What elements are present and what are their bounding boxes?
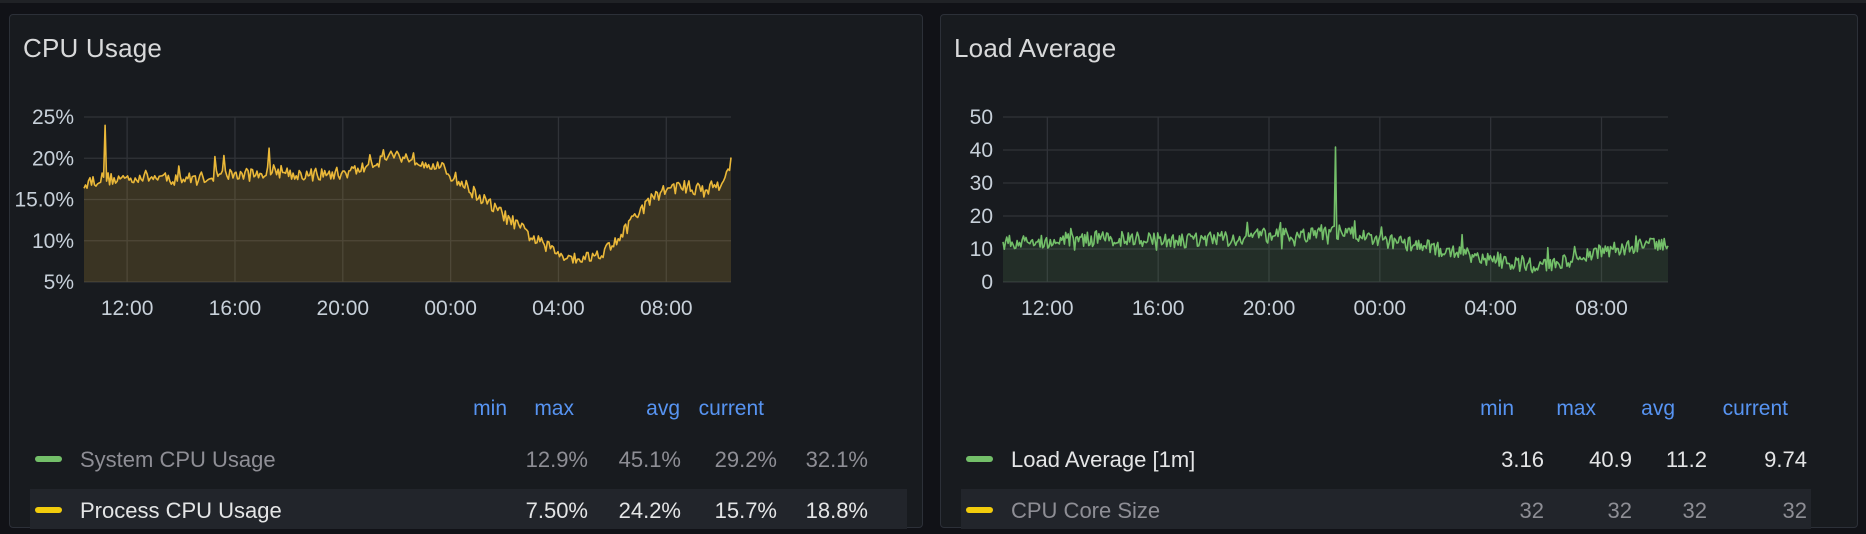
legend-avg: 15.7% xyxy=(714,498,777,523)
y-tick-label: 25% xyxy=(32,106,74,129)
legend-min: 3.16 xyxy=(1501,447,1544,472)
load-average-chart: 50 40 30 20 10 0 12:00 16:00 20:00 00:00 04:00 08:0… xyxy=(970,106,1669,320)
cpu-legend: min max avg current System CPU Usage 12.… xyxy=(10,385,922,529)
load-average-panel: Load Average 50 40 30 20 10 0 12:00 16:00 20:00 0… xyxy=(940,14,1858,529)
y-tick-label: 10% xyxy=(32,230,74,253)
x-tick-label: 08:00 xyxy=(1575,297,1628,320)
x-tick-label: 16:00 xyxy=(1132,297,1185,320)
x-tick-label: 12:00 xyxy=(1021,297,1074,320)
y-tick-label: 40 xyxy=(970,139,993,162)
legend-series-name: Process CPU Usage xyxy=(80,498,282,523)
legend-current: 18.8% xyxy=(805,498,868,523)
x-tick-label: 20:00 xyxy=(1243,297,1296,320)
x-tick-label: 20:00 xyxy=(317,297,370,320)
y-tick-label: 0 xyxy=(981,271,993,294)
panel-title[interactable]: CPU Usage xyxy=(23,33,163,63)
x-tick-label: 00:00 xyxy=(424,297,477,320)
load-legend: min max avg current Load Average [1m] 3.… xyxy=(941,385,1857,529)
x-tick-label: 04:00 xyxy=(532,297,585,320)
legend-series-name: System CPU Usage xyxy=(80,447,276,472)
series-area-fill xyxy=(84,125,731,282)
series-color-swatch xyxy=(35,456,62,462)
legend-header-min[interactable]: min xyxy=(473,397,507,420)
legend-min: 7.50% xyxy=(525,498,588,523)
series-line xyxy=(83,124,732,264)
legend-min: 32 xyxy=(1519,498,1544,523)
series-color-swatch xyxy=(35,507,62,513)
legend-max: 32 xyxy=(1607,498,1632,523)
x-tick-label: 12:00 xyxy=(101,297,154,320)
legend-current: 32 xyxy=(1782,498,1807,523)
panel-title[interactable]: Load Average xyxy=(954,33,1117,63)
legend-avg: 32 xyxy=(1682,498,1707,523)
legend-avg: 11.2 xyxy=(1665,447,1707,472)
cpu-usage-panel: CPU Usage 25% 20% 15.0% 10% 5% 12:00 16:00 20:0… xyxy=(9,14,923,529)
legend-header-max[interactable]: max xyxy=(1556,397,1596,420)
legend-header-max[interactable]: max xyxy=(534,397,574,420)
series-area-fill xyxy=(1003,147,1668,282)
legend-header-min[interactable]: min xyxy=(1480,397,1514,420)
legend-current: 9.74 xyxy=(1764,447,1807,472)
y-tick-label: 5% xyxy=(44,271,74,294)
series-color-swatch xyxy=(966,507,993,513)
legend-header-avg[interactable]: avg xyxy=(1641,397,1675,420)
legend-header-current[interactable]: current xyxy=(1722,397,1788,420)
y-tick-label: 20% xyxy=(32,147,74,170)
legend-min: 12.9% xyxy=(525,447,588,472)
x-tick-label: 04:00 xyxy=(1464,297,1517,320)
series-line xyxy=(1002,146,1669,274)
legend-current: 32.1% xyxy=(805,447,868,472)
legend-row-system-cpu[interactable]: System CPU Usage 12.9% 45.1% 29.2% 32.1% xyxy=(30,438,907,478)
x-tick-label: 16:00 xyxy=(209,297,262,320)
y-tick-label: 10 xyxy=(970,238,993,261)
top-divider xyxy=(0,0,1866,3)
y-tick-label: 50 xyxy=(970,106,993,129)
legend-series-name: Load Average [1m] xyxy=(1011,447,1196,472)
legend-row-process-cpu[interactable]: Process CPU Usage 7.50% 24.2% 15.7% 18.8… xyxy=(30,489,907,529)
legend-row-load-average[interactable]: Load Average [1m] 3.16 40.9 11.2 9.74 xyxy=(961,438,1811,478)
x-tick-label: 08:00 xyxy=(640,297,693,320)
x-tick-label: 00:00 xyxy=(1354,297,1407,320)
legend-row-cpu-core-size[interactable]: CPU Core Size 32 32 32 32 xyxy=(961,489,1811,529)
y-tick-label: 30 xyxy=(970,172,993,195)
legend-max: 24.2% xyxy=(618,498,681,523)
legend-max: 45.1% xyxy=(618,447,681,472)
legend-avg: 29.2% xyxy=(714,447,777,472)
y-tick-label: 15.0% xyxy=(14,189,74,212)
cpu-usage-chart: 25% 20% 15.0% 10% 5% 12:00 16:00 20:00 00:00 04:0… xyxy=(14,106,732,320)
series-color-swatch xyxy=(966,456,993,462)
legend-max: 40.9 xyxy=(1589,447,1632,472)
y-tick-label: 20 xyxy=(970,205,993,228)
legend-header-current[interactable]: current xyxy=(698,397,764,420)
legend-header-avg[interactable]: avg xyxy=(646,397,680,420)
legend-series-name: CPU Core Size xyxy=(1011,498,1161,523)
